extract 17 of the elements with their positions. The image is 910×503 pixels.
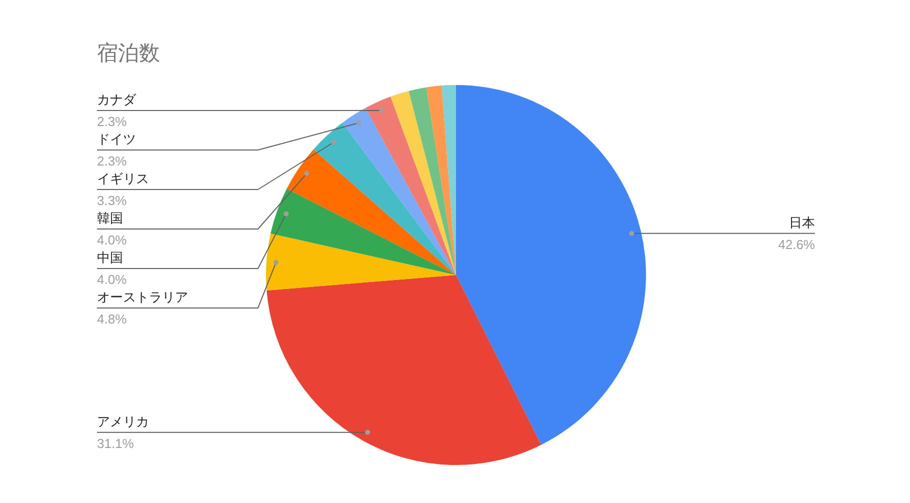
slice-label: イギリス — [97, 171, 149, 186]
slice-label: アメリカ — [97, 414, 149, 429]
slice-label: 韓国 — [97, 210, 123, 226]
data-label: 2.3% — [97, 114, 128, 130]
slice-label: オーストラリア — [97, 290, 188, 305]
chart-title: 宿泊数 — [97, 42, 160, 65]
data-label: 42.6% — [778, 236, 816, 252]
data-label: 2.3% — [97, 154, 128, 169]
data-label: 4.0% — [97, 232, 128, 248]
data-label: 4.8% — [97, 312, 128, 327]
slice-label: 中国 — [97, 250, 123, 266]
data-label: 3.3% — [97, 193, 128, 208]
slice-label: 日本 — [789, 214, 815, 230]
data-label: 31.1% — [97, 436, 134, 451]
slice-label: カナダ — [97, 92, 137, 108]
data-label: 4.0% — [97, 272, 128, 288]
slice-label: ドイツ — [97, 132, 136, 147]
